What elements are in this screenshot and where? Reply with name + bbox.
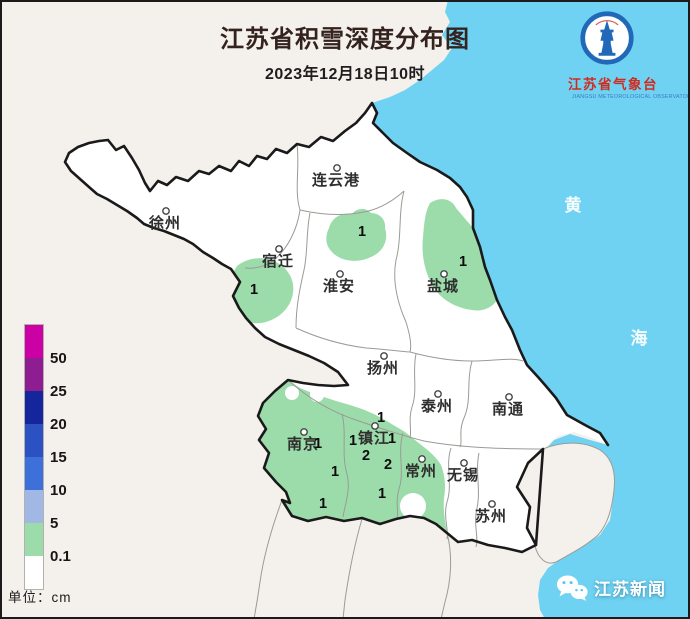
snow-area-south [258,380,447,535]
news-watermark: 江苏新闻 [556,574,666,601]
legend-segment [25,556,43,589]
legend-tick-label: 25 [50,383,67,400]
legend-tick-label: 15 [50,449,67,466]
legend-segment [25,325,43,358]
snow-depth-legend: 50 25 20 15 10 5 0.1 [24,324,71,590]
city-label: 宿迁 [262,252,294,270]
snow-depth-value: 1 [378,486,386,502]
legend-tick-label: 5 [50,515,59,532]
snow-depth-value: 1 [314,436,322,452]
legend-segment [25,424,43,457]
snow-depth-value: 1 [331,464,339,480]
snow-area-north [326,208,387,261]
city-marker [505,393,513,401]
snow-depth-value: 1 [459,254,467,270]
legend-tick-label: 50 [50,350,67,367]
city-marker [488,500,496,508]
city-marker [300,428,308,436]
agency-emblem-icon [580,11,634,65]
agency-name-en: JIANGSU METEOROLOGICAL OBSERVATORY [571,94,690,100]
city-marker [333,164,341,172]
snow-depth-value: 1 [377,410,385,426]
snow-free-hole [400,493,426,519]
snow-free-hole [341,386,351,396]
legend-tick-label: 10 [50,482,67,499]
city-label: 常州 [405,462,437,480]
city-label: 扬州 [367,359,399,377]
legend-segment [25,490,43,523]
page-title: 江苏省积雪深度分布图 [220,26,470,53]
city-label: 镇江 [358,429,390,447]
city-marker [460,459,468,467]
snow-depth-value: 1 [388,431,396,447]
legend-segment [25,358,43,391]
snow-depth-value: 2 [362,448,370,464]
city-marker [162,207,170,215]
city-label: 盐城 [427,277,459,295]
snow-depth-value: 1 [358,224,366,240]
city-marker [336,270,344,278]
legend-segment [25,457,43,490]
sea-name-label: 黄 [565,195,582,215]
city-label: 南通 [492,400,524,418]
city-marker [440,270,448,278]
legend-segment [25,523,43,556]
city-marker [380,352,388,360]
legend-segment [25,391,43,424]
legend-color-bar [24,324,44,590]
city-label: 无锡 [446,466,479,484]
snow-area-suqian [227,258,294,324]
city-boundaries [244,143,544,619]
snow-depth-value: 2 [384,457,392,473]
legend-unit-label: 单位：cm [8,590,72,605]
city-label: 苏州 [475,507,507,525]
city-marker [418,455,426,463]
snow-depth-value: 1 [319,496,327,512]
snow-depth-value: 1 [349,433,357,449]
snow-area-layer [227,199,497,535]
city-marker [434,390,442,398]
city-marker [275,245,283,253]
snow-free-hole [285,386,299,400]
snow-depth-value: 1 [250,282,258,298]
city-label: 淮安 [323,277,355,295]
header: 江苏省积雪深度分布图 2023年12月18日10时 [150,26,540,84]
sea-name-label: 海 [631,328,648,348]
watermark-source: 江苏新闻 [594,580,666,599]
city-label: 徐州 [148,214,181,232]
city-marker [371,422,379,430]
legend-tick-label: 0.1 [50,548,71,565]
map-datetime: 2023年12月18日10时 [265,65,425,83]
jiangsu-province-border [63,101,610,554]
snow-free-hole [310,388,324,402]
agency-name: 江苏省气象台 [568,77,658,92]
snow-area-yancheng [422,199,497,311]
city-label: 连云港 [312,171,360,189]
wechat-icon [556,575,588,601]
city-label: 南京 [287,435,319,453]
city-label: 泰州 [420,397,453,415]
agency-logo: 江苏省气象台 JIANGSU METEOROLOGICAL OBSERVATOR… [568,10,690,100]
legend-tick-label: 20 [50,416,67,433]
